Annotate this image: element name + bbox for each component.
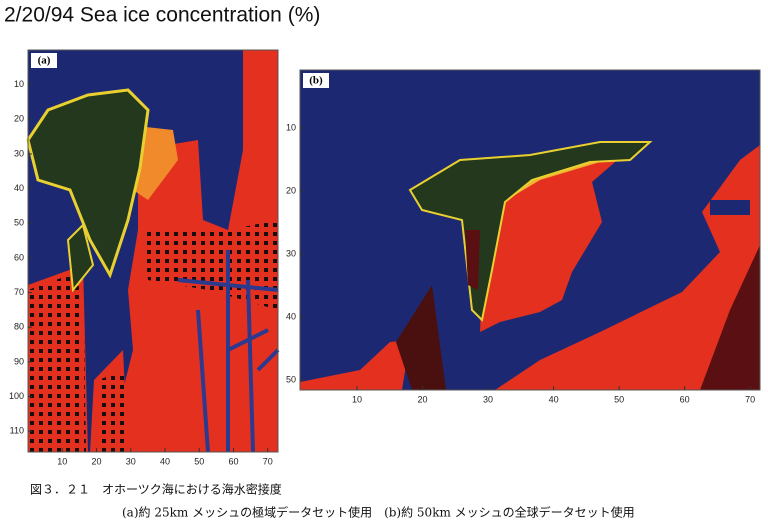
map-a [26,50,280,453]
panel-frame [27,49,279,453]
caption-line: 図３．２１ オホーツク海における海水密接度 [30,482,282,497]
y-tick-label: 20 [14,114,24,124]
panel-label: (b) [309,75,323,87]
x-tick-label: 70 [263,456,273,466]
x-tick-label: 60 [680,394,690,404]
y-tick-label: 10 [14,79,24,89]
x-tick-label: 10 [352,394,362,404]
panel-frame [299,69,761,391]
map-b [300,70,760,390]
y-tick-label: 90 [14,356,24,366]
figure-title: 2/20/94 Sea ice concentration (%) [4,4,320,27]
x-tick-label: 30 [126,456,136,466]
y-tick-label: 80 [14,322,24,332]
y-tick-label: 30 [14,148,24,158]
x-tick-label: 70 [745,394,755,404]
x-tick-label: 20 [91,456,101,466]
x-tick-label: 10 [57,456,67,466]
y-tick-label: 10 [286,122,296,132]
y-tick-label: 50 [14,218,24,228]
y-tick-label: 20 [286,185,296,195]
x-tick-label: 40 [549,394,559,404]
x-tick-label: 40 [160,456,170,466]
y-tick-label: 30 [286,248,296,258]
x-tick-label: 60 [228,456,238,466]
x-tick-label: 20 [418,394,428,404]
y-tick-label: 100 [9,391,24,401]
y-tick-label: 110 [10,426,24,436]
y-tick-label: 50 [286,374,296,384]
panel-label-box [303,73,329,88]
y-tick-label: 40 [286,311,296,321]
x-tick-label: 30 [483,394,493,404]
caption-line: (a)約 25km メッシュの極域データセット使用 (b)約 50km メッシュ… [122,505,635,520]
y-tick-label: 60 [14,252,24,262]
y-tick-label: 40 [14,183,24,193]
x-tick-label: 50 [614,394,624,404]
x-tick-label: 50 [194,456,204,466]
panel-label-box [31,53,57,68]
y-tick-label: 70 [14,287,24,297]
panel-label: (a) [38,55,51,67]
